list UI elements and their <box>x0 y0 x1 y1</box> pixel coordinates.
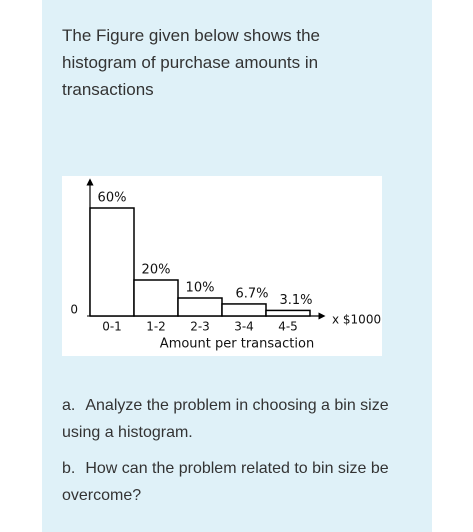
value-label: 3.1% <box>279 293 312 308</box>
value-label: 60% <box>98 191 127 206</box>
question-text: How can the problem related to bin size … <box>62 460 389 504</box>
x-tick-label: 0-1 <box>102 320 122 334</box>
x-tick-label: 2-3 <box>190 320 210 334</box>
bar <box>177 297 223 317</box>
bar <box>133 279 179 317</box>
bar <box>265 309 311 317</box>
question-label: a. <box>62 397 76 414</box>
question: b. How can the problem related to bin siz… <box>62 455 414 509</box>
bar <box>89 207 135 317</box>
question-text: Analyze the problem in choosing a bin si… <box>62 397 389 441</box>
x-unit: x $1000 <box>332 313 381 327</box>
y-tick-label: 0 <box>70 303 78 317</box>
x-tick-label: 3-4 <box>234 320 254 334</box>
question: a. Analyze the problem in choosing a bin … <box>62 392 414 446</box>
intro-text: The Figure given below shows the histogr… <box>62 26 320 99</box>
value-label: 10% <box>186 281 215 296</box>
bar <box>221 303 267 317</box>
x-axis-label: Amount per transaction <box>160 337 314 352</box>
value-label: 20% <box>142 263 171 278</box>
value-label: 6.7% <box>235 286 268 301</box>
x-tick-label: 1-2 <box>146 320 166 334</box>
question-label: b. <box>62 460 76 477</box>
x-tick-label: 4-5 <box>278 320 298 334</box>
